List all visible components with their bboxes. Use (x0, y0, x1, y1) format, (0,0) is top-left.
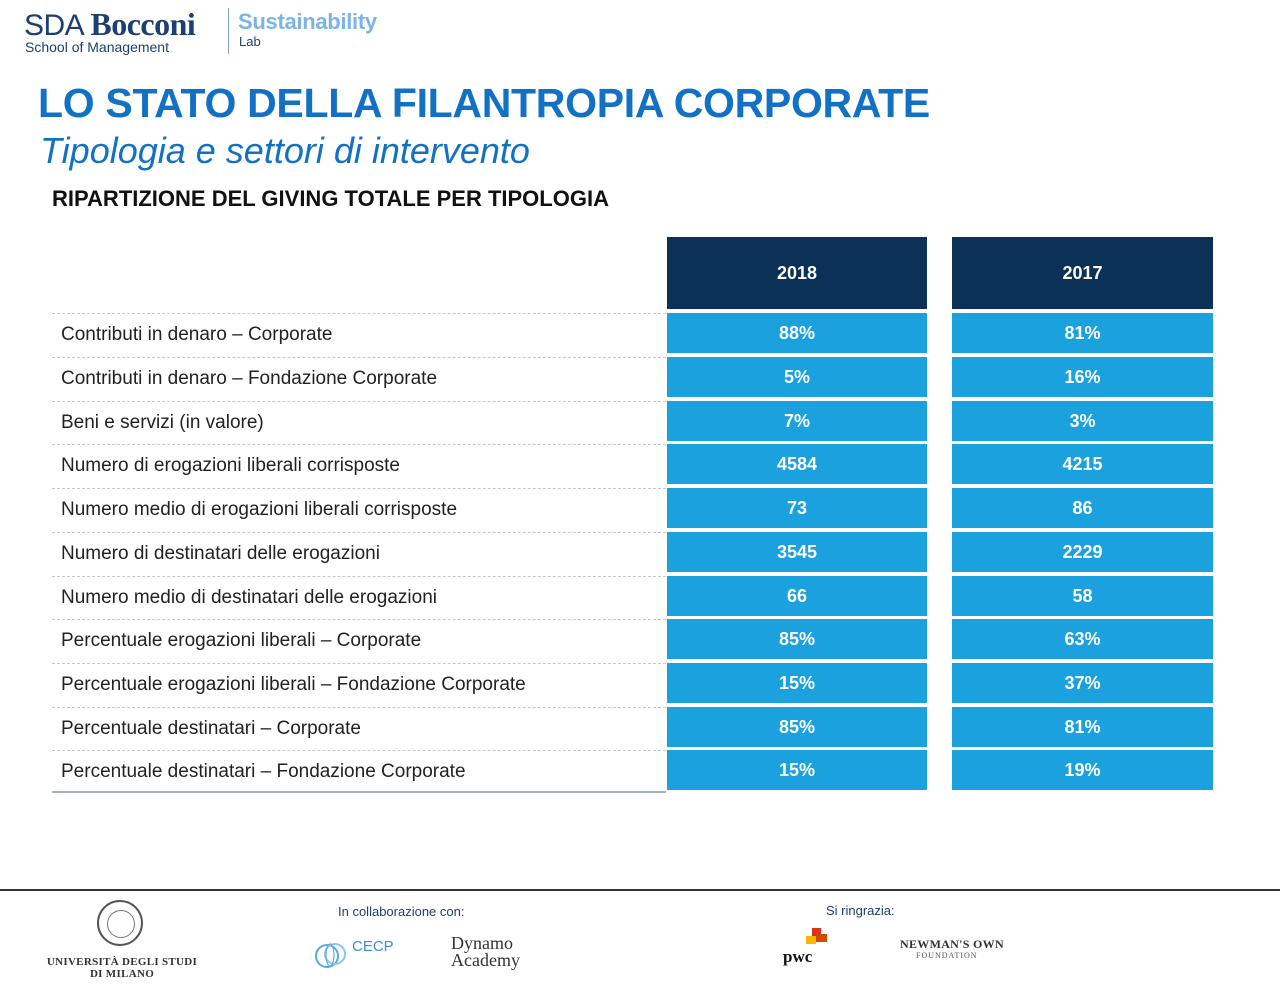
dynamo-academy-logo: Dynamo Academy (451, 933, 520, 970)
table-row: Numero di destinatari delle erogazioni 3… (52, 532, 1213, 572)
logo-lab: Lab (239, 34, 261, 49)
cell-2017: 63% (952, 619, 1213, 659)
dynamo-line2: Academy (451, 950, 520, 970)
cell-2018: 7% (667, 401, 927, 441)
logo-divider (228, 8, 229, 54)
pwc-logo-mark-icon (806, 928, 827, 944)
logo-sda: SDA (24, 9, 83, 42)
row-label: Contributi in denaro – Fondazione Corpor… (52, 357, 666, 397)
cell-2017: 58 (952, 576, 1213, 616)
table-row: Percentuale destinatari – Fondazione Cor… (52, 750, 1213, 790)
cell-2017: 19% (952, 750, 1213, 790)
cell-2018: 3545 (667, 532, 927, 572)
newmans-own-foundation: FOUNDATION (916, 951, 978, 960)
table-row: Percentuale destinatari – Corporate 85% … (52, 707, 1213, 747)
table-bottom-border (52, 791, 666, 793)
table-row: Contributi in denaro – Fondazione Corpor… (52, 357, 1213, 397)
cell-2017: 86 (952, 488, 1213, 528)
cell-2018: 85% (667, 707, 927, 747)
cell-2018: 66 (667, 576, 927, 616)
cell-2017: 2229 (952, 532, 1213, 572)
logo-bocconi: Bocconi (90, 6, 196, 42)
cell-2018: 85% (667, 619, 927, 659)
table-row: Numero medio di erogazioni liberali corr… (52, 488, 1213, 528)
dynamo-line1: Dynamo (451, 933, 513, 953)
row-label: Beni e servizi (in valore) (52, 401, 666, 441)
cell-2018: 4584 (667, 444, 927, 484)
cell-2017: 4215 (952, 444, 1213, 484)
unimi-logo: UNIVERSITÀ DEGLI STUDI DI MILANO (44, 900, 200, 984)
row-label: Percentuale erogazioni liberali – Corpor… (52, 619, 666, 659)
cell-2017: 81% (952, 313, 1213, 353)
cell-2017: 3% (952, 401, 1213, 441)
row-label: Numero di destinatari delle erogazioni (52, 532, 666, 572)
table-row: Numero di erogazioni liberali corrispost… (52, 444, 1213, 484)
table-row: Beni e servizi (in valore) 7% 3% (52, 401, 1213, 441)
thanks-label: Si ringrazia: (826, 903, 895, 918)
column-header-2017: 2017 (952, 237, 1213, 309)
cell-2017: 37% (952, 663, 1213, 703)
cecp-logo-text: CECP (352, 938, 394, 955)
unimi-name: UNIVERSITÀ DEGLI STUDI DI MILANO (44, 956, 200, 980)
column-header-2018: 2018 (667, 237, 927, 309)
row-label: Numero medio di destinatari delle erogaz… (52, 576, 666, 616)
cell-2018: 5% (667, 357, 927, 397)
unimi-line2: DI MILANO (89, 968, 155, 980)
cell-2018: 88% (667, 313, 927, 353)
page-subtitle: Tipologia e settori di intervento (40, 130, 530, 171)
cell-2018: 73 (667, 488, 927, 528)
newmans-own-logo: NEWMAN'S OWN (900, 937, 1004, 951)
row-label: Percentuale erogazioni liberali – Fondaz… (52, 663, 666, 703)
footer-divider (0, 889, 1280, 891)
logo-sustainability: Sustainability (238, 9, 377, 34)
university-seal-icon (97, 900, 143, 946)
logo-school: School of Management (25, 39, 169, 55)
row-label: Contributi in denaro – Corporate (52, 313, 666, 353)
table-row: Numero medio di destinatari delle erogaz… (52, 576, 1213, 616)
table-row: Contributi in denaro – Corporate 88% 81% (52, 313, 1213, 353)
table-row: Percentuale erogazioni liberali – Corpor… (52, 619, 1213, 659)
pwc-logo-text: pwc (783, 947, 813, 966)
cell-2017: 16% (952, 357, 1213, 397)
cell-2018: 15% (667, 663, 927, 703)
row-label: Percentuale destinatari – Corporate (52, 707, 666, 747)
cell-2017: 81% (952, 707, 1213, 747)
collab-label: In collaborazione con: (338, 904, 465, 919)
cecp-globe-icon (315, 943, 346, 968)
cell-2018: 15% (667, 750, 927, 790)
logo-wordmark: SDA Bocconi (24, 6, 196, 42)
row-label: Percentuale destinatari – Fondazione Cor… (52, 750, 666, 790)
section-title: RIPARTIZIONE DEL GIVING TOTALE PER TIPOL… (52, 186, 609, 211)
page-title: LO STATO DELLA FILANTROPIA CORPORATE (38, 80, 930, 126)
table-row: Percentuale erogazioni liberali – Fondaz… (52, 663, 1213, 703)
row-label: Numero di erogazioni liberali corrispost… (52, 444, 666, 484)
row-label: Numero medio di erogazioni liberali corr… (52, 488, 666, 528)
unimi-line1: UNIVERSITÀ DEGLI STUDI (46, 956, 198, 968)
